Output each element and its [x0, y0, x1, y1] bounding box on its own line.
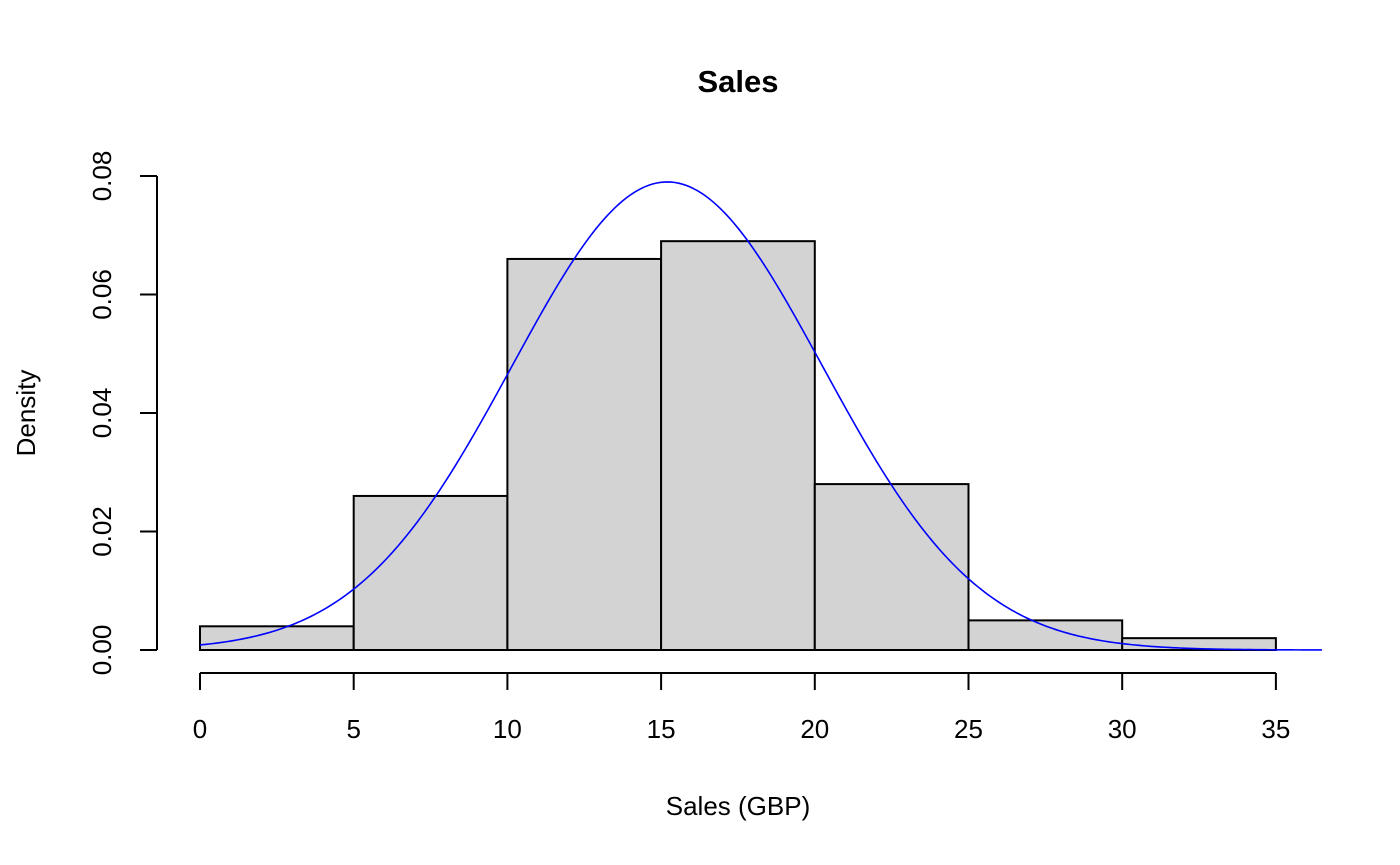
- x-axis: 0 5 10 15 20 25 30 35: [193, 672, 1290, 744]
- histogram-bar: [967, 619, 1124, 651]
- y-tick-label: 0.04: [87, 388, 117, 439]
- y-tick-label: 0.06: [87, 269, 117, 320]
- x-tick-label: 30: [1108, 714, 1137, 744]
- histogram-bar: [506, 257, 663, 651]
- histogram-bar: [813, 483, 970, 651]
- x-axis-label: Sales (GBP): [666, 791, 811, 821]
- y-tick-label: 0.08: [87, 151, 117, 202]
- x-tick-label: 25: [954, 714, 983, 744]
- y-axis: 0.00 0.02 0.04 0.06 0.08: [87, 151, 158, 676]
- chart-title: Sales: [697, 64, 778, 99]
- histogram-bar: [352, 494, 509, 652]
- y-tick-label: 0.02: [87, 506, 117, 557]
- y-axis-label: Density: [11, 370, 41, 457]
- x-tick-label: 20: [800, 714, 829, 744]
- y-tick-label: 0.00: [87, 625, 117, 676]
- x-tick-label: 35: [1261, 714, 1290, 744]
- density-curve: [199, 181, 1323, 651]
- x-tick-label: 15: [647, 714, 676, 744]
- x-tick-label: 5: [346, 714, 360, 744]
- x-tick-label: 0: [193, 714, 207, 744]
- histogram-bar: [660, 240, 816, 652]
- histogram-bars: [199, 240, 1277, 652]
- x-tick-label: 10: [493, 714, 522, 744]
